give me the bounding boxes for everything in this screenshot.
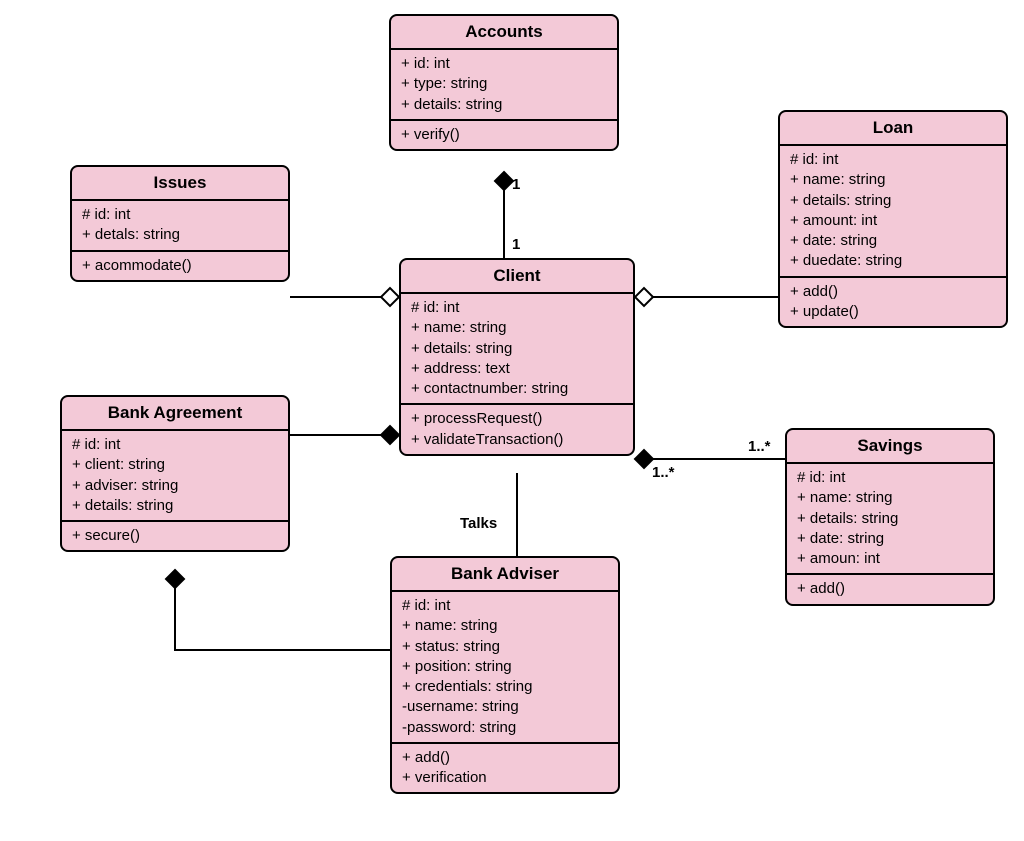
class-attributes: + id: int + type: string + details: stri…: [391, 50, 617, 121]
class-title: Accounts: [391, 16, 617, 50]
class-title: Issues: [72, 167, 288, 201]
class-savings: Savings # id: int + name: string + detai…: [785, 428, 995, 606]
class-accounts: Accounts + id: int + type: string + deta…: [389, 14, 619, 151]
class-operations: + acommodate(): [72, 252, 288, 280]
class-bank-agreement: Bank Agreement # id: int + client: strin…: [60, 395, 290, 552]
class-title: Bank Adviser: [392, 558, 618, 592]
class-bank-adviser: Bank Adviser # id: int + name: string + …: [390, 556, 620, 794]
class-title: Savings: [787, 430, 993, 464]
class-attributes: # id: int + name: string + details: stri…: [780, 146, 1006, 278]
multiplicity-accounts-bottom: 1: [512, 236, 520, 253]
class-operations: + add() + update(): [780, 278, 1006, 327]
class-attributes: # id: int + name: string + details: stri…: [787, 464, 993, 575]
class-issues: Issues # id: int + detals: string + acom…: [70, 165, 290, 282]
class-title: Bank Agreement: [62, 397, 288, 431]
class-attributes: # id: int + client: string + adviser: st…: [62, 431, 288, 522]
association-label-talks: Talks: [460, 515, 497, 532]
class-operations: + processRequest() + validateTransaction…: [401, 405, 633, 454]
class-operations: + add(): [787, 575, 993, 603]
class-attributes: # id: int + name: string + details: stri…: [401, 294, 633, 405]
class-operations: + verify(): [391, 121, 617, 149]
class-operations: + secure(): [62, 522, 288, 550]
class-attributes: # id: int + name: string + status: strin…: [392, 592, 618, 744]
class-client: Client # id: int + name: string + detail…: [399, 258, 635, 456]
class-title: Client: [401, 260, 633, 294]
multiplicity-savings-right: 1..*: [748, 438, 771, 455]
class-operations: + add() + verification: [392, 744, 618, 793]
class-title: Loan: [780, 112, 1006, 146]
multiplicity-savings-left: 1..*: [652, 464, 675, 481]
class-attributes: # id: int + detals: string: [72, 201, 288, 252]
multiplicity-accounts-top: 1: [512, 176, 520, 193]
class-loan: Loan # id: int + name: string + details:…: [778, 110, 1008, 328]
